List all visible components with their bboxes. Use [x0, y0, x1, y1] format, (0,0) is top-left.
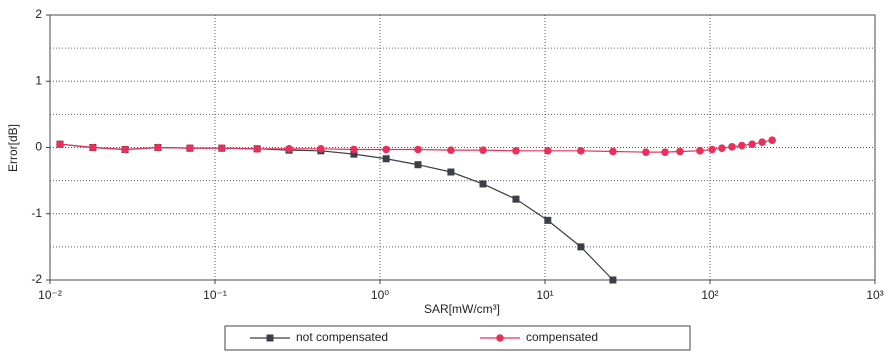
marker — [382, 145, 390, 154]
marker — [317, 145, 325, 153]
marker — [447, 168, 455, 176]
marker — [768, 136, 776, 145]
marker — [447, 146, 455, 154]
marker — [479, 180, 487, 188]
marker — [609, 276, 617, 284]
x-tick-label: 10⁻² — [38, 288, 62, 302]
marker — [121, 145, 129, 154]
y-tick-label: -1 — [31, 206, 42, 220]
marker — [748, 140, 756, 148]
legend-label: not compensated — [296, 330, 388, 344]
marker — [661, 148, 669, 156]
marker — [696, 147, 704, 155]
marker — [253, 145, 261, 153]
legend-box — [224, 325, 691, 351]
legend-label: compensated — [526, 330, 598, 344]
marker — [577, 147, 585, 155]
x-tick-label: 10⁻¹ — [203, 288, 227, 302]
marker — [414, 145, 422, 154]
legend-marker — [496, 334, 504, 342]
marker — [512, 195, 520, 203]
marker — [350, 150, 358, 158]
marker — [544, 216, 552, 224]
marker — [186, 144, 194, 152]
marker — [758, 138, 766, 146]
marker — [285, 145, 293, 153]
x-tick-label: 10⁰ — [371, 288, 389, 302]
x-tick-label: 10¹ — [536, 288, 553, 302]
marker — [609, 147, 617, 156]
y-axis-label: Error[dB] — [6, 124, 20, 172]
marker — [577, 243, 585, 251]
x-tick-label: 10² — [701, 288, 718, 302]
marker — [512, 147, 520, 155]
x-axis-label: SAR[mW/cm³] — [424, 302, 500, 316]
marker — [738, 141, 746, 150]
x-tick-label: 10³ — [866, 288, 883, 302]
marker — [544, 147, 552, 155]
marker — [382, 155, 390, 163]
marker — [89, 143, 97, 152]
y-tick-label: 1 — [35, 73, 42, 87]
marker — [708, 145, 716, 154]
marker — [218, 144, 226, 152]
marker — [414, 161, 422, 169]
y-tick-label: -2 — [31, 272, 42, 286]
marker — [642, 148, 650, 156]
y-tick-label: 2 — [35, 7, 42, 21]
marker — [676, 147, 684, 156]
marker — [728, 143, 736, 151]
series-line — [59, 143, 614, 281]
marker — [718, 144, 726, 152]
y-tick-label: 0 — [35, 140, 42, 154]
marker — [56, 140, 64, 148]
legend-marker — [266, 334, 274, 342]
marker — [154, 143, 162, 152]
marker — [479, 146, 487, 154]
marker — [350, 145, 358, 154]
